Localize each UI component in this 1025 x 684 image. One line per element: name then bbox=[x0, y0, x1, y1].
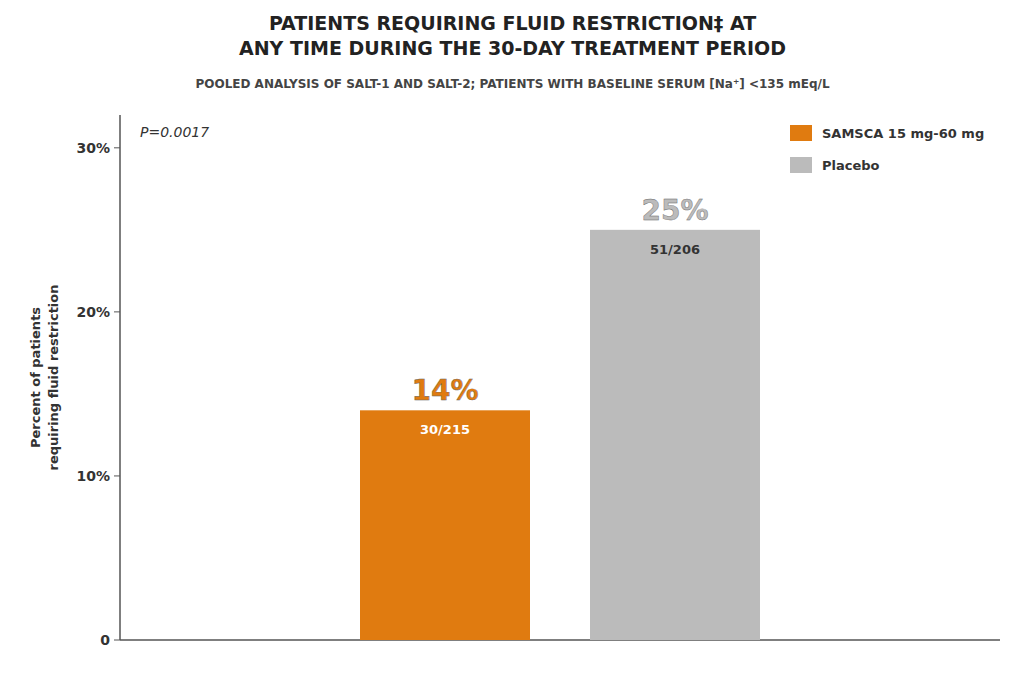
y-tick bbox=[114, 640, 120, 641]
y-tick bbox=[114, 147, 120, 148]
legend-label: SAMSCA 15 mg-60 mg bbox=[822, 126, 984, 141]
y-label: Percent of patientsrequiring fluid restr… bbox=[28, 285, 61, 471]
text-line: requiring fluid restriction bbox=[46, 285, 61, 471]
bar-count-label: 51/206 bbox=[650, 242, 700, 257]
legend-swatch bbox=[790, 125, 812, 141]
y-tick bbox=[114, 311, 120, 312]
y-tick-label: 10% bbox=[76, 468, 110, 484]
y-tick bbox=[114, 475, 120, 476]
bars bbox=[360, 230, 760, 640]
labels: 14% 25% P=0.0017 30/215 51/206 bbox=[140, 124, 709, 437]
chart: PATIENTS REQUIRING FLUID RESTRICTION‡ AT… bbox=[0, 0, 1025, 684]
p-value: P=0.0017 bbox=[140, 124, 209, 140]
legend-swatch bbox=[790, 157, 812, 173]
bar bbox=[590, 230, 760, 640]
legend-label: Placebo bbox=[822, 158, 880, 173]
x-axis bbox=[120, 639, 1000, 641]
y-tick-label: 0 bbox=[100, 632, 110, 648]
legend: SAMSCA 15 mg-60 mg Placebo bbox=[790, 125, 984, 173]
y-tick-label: 20% bbox=[76, 304, 110, 320]
bar bbox=[360, 410, 530, 640]
data-label: 25% bbox=[641, 194, 708, 227]
title: PATIENTS REQUIRING FLUID RESTRICTION‡ AT… bbox=[239, 12, 786, 59]
text-line: PATIENTS REQUIRING FLUID RESTRICTION‡ AT bbox=[269, 12, 756, 34]
data-label: 14% bbox=[411, 374, 478, 407]
text-line: ANY TIME DURING THE 30-DAY TREATMENT PER… bbox=[239, 37, 786, 59]
subtitle: POOLED ANALYSIS OF SALT-1 AND SALT-2; PA… bbox=[195, 77, 829, 91]
y-axis bbox=[119, 115, 121, 640]
y-tick-label: 30% bbox=[76, 140, 110, 156]
text-line: Percent of patients bbox=[28, 307, 43, 448]
bar-count-label: 30/215 bbox=[420, 422, 470, 437]
